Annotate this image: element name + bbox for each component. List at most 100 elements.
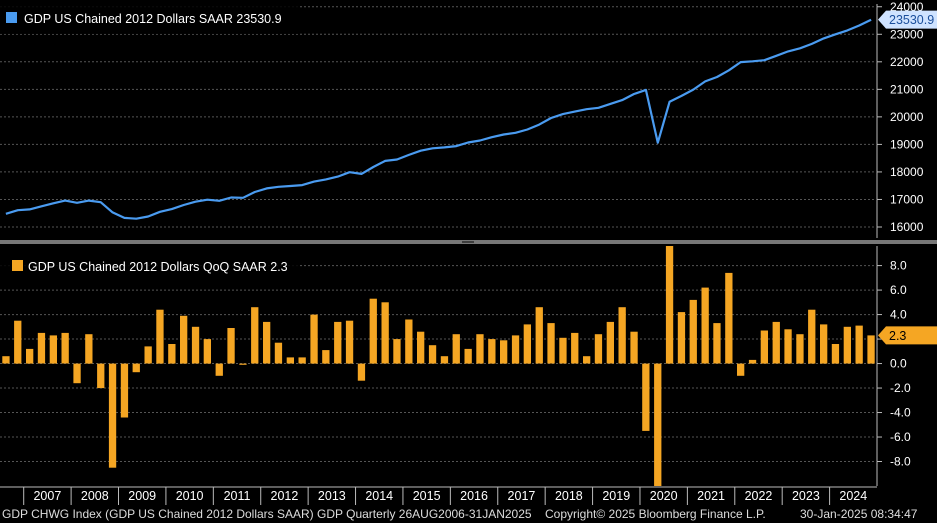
gdp-growth-bar [369, 298, 377, 364]
footer: GDP CHWG Index (GDP US Chained 2012 Doll… [0, 505, 937, 523]
x-year-label: 2011 [224, 489, 251, 503]
gdp-growth-bar [73, 363, 81, 384]
gdp-growth-bar [2, 356, 10, 364]
x-year-label: 2014 [365, 489, 393, 503]
footer-timestamp: 30-Jan-2025 08:34:47 [800, 507, 918, 521]
x-year-label: 2024 [839, 489, 867, 503]
gdp-growth-bar [14, 320, 22, 364]
gdp-growth-bar [405, 319, 413, 364]
bottom-last-value-badge [878, 326, 937, 345]
panel-divider[interactable] [0, 240, 937, 244]
gdp-growth-bar [571, 332, 579, 364]
top-last-value-label: 23530.9 [889, 13, 934, 27]
gdp-growth-bar [263, 321, 271, 364]
gdp-growth-bar [274, 342, 283, 364]
gdp-growth-bar [310, 314, 318, 364]
gdp-growth-bar [417, 331, 425, 364]
gdp-growth-bar [49, 335, 57, 364]
x-year-label: 2023 [792, 489, 820, 503]
gdp-growth-bar [345, 320, 354, 364]
gdp-growth-bar [867, 335, 875, 364]
gdp-growth-bar [215, 363, 223, 376]
gdp-growth-bar [239, 363, 247, 365]
bottom-y-tick-label: 6.0 [890, 283, 907, 297]
gdp-growth-bar [760, 330, 768, 364]
top-y-tick-label: 24000 [890, 0, 924, 14]
gdp-growth-bar [748, 359, 757, 364]
gdp-growth-bar [298, 357, 306, 364]
top-last-value-badge [878, 10, 937, 29]
gdp-growth-bar [701, 287, 709, 364]
bottom-y-tick-label: 0.0 [890, 357, 907, 371]
gdp-growth-bar [654, 363, 662, 486]
x-year-label: 2017 [508, 489, 536, 503]
gdp-growth-bar [334, 321, 342, 364]
gdp-growth-bar [440, 356, 449, 364]
top-y-tick-label: 17000 [890, 192, 924, 206]
gdp-growth-bar [594, 334, 603, 364]
top-legend-swatch [6, 12, 17, 23]
x-year-label: 2009 [128, 489, 156, 503]
gdp-growth-bar [97, 363, 105, 389]
gdp-growth-bar [322, 350, 330, 364]
top-legend-label: GDP US Chained 2012 Dollars SAAR 23530.9 [24, 12, 282, 26]
top-y-tick-label: 21000 [890, 82, 924, 96]
gdp-growth-bar [393, 339, 401, 364]
gdp-growth-bar [120, 363, 129, 418]
bottom-legend-label: GDP US Chained 2012 Dollars QoQ SAAR 2.3 [28, 260, 288, 274]
gdp-level-panel: 16000 17000 18000 19000 20000 21000 22000 23000… [0, 0, 937, 238]
gdp-growth-bar [559, 337, 567, 364]
gdp-growth-bar [630, 331, 638, 364]
gdp-growth-bar [689, 299, 697, 364]
gdp-growth-bar [511, 335, 520, 364]
gdp-growth-bar [606, 321, 614, 364]
gdp-growth-bar [784, 329, 792, 364]
gdp-growth-bar [843, 326, 851, 364]
top-y-tick-label: 22000 [890, 55, 924, 69]
gdp-growth-bar [677, 312, 686, 364]
gdp-growth-bar [725, 272, 733, 364]
gdp-growth-bar [808, 309, 816, 364]
bottom-y-tick-label: -6.0 [890, 430, 911, 444]
bottom-y-tick-label: -2.0 [890, 381, 911, 395]
gdp-growth-bar [85, 334, 93, 364]
top-y-tick-label: 20000 [890, 110, 924, 124]
gdp-growth-bar [227, 328, 235, 364]
gdp-growth-bar [156, 309, 164, 364]
x-year-label: 2021 [697, 489, 725, 503]
gdp-growth-bar [168, 344, 176, 364]
top-legend-box [0, 4, 300, 34]
x-year-label: 2012 [271, 489, 299, 503]
gdp-growth-bar [831, 344, 840, 364]
x-year-label: 2008 [81, 489, 109, 503]
gdp-growth-bar [132, 363, 140, 373]
gdp-chart: 16000 17000 18000 19000 20000 21000 22000 23000… [0, 0, 937, 505]
gdp-growth-bar [381, 302, 389, 364]
gdp-growth-bar [500, 340, 508, 364]
x-year-label: 2022 [745, 489, 773, 503]
gdp-growth-bar [251, 307, 259, 364]
footer-copyright: Copyright© 2025 Bloomberg Finance L.P. [545, 507, 766, 521]
gdp-growth-bar [796, 334, 804, 364]
gdp-growth-bar [452, 334, 460, 364]
top-y-tick-label: 23000 [890, 27, 924, 41]
x-year-label: 2016 [460, 489, 488, 503]
gdp-growth-bar [144, 346, 152, 364]
footer-security-info: GDP CHWG Index (GDP US Chained 2012 Doll… [2, 507, 532, 521]
bottom-last-value-label: 2.3 [889, 329, 906, 343]
x-year-label: 2020 [650, 489, 678, 503]
x-year-label: 2015 [413, 489, 441, 503]
gdp-growth-bar [286, 357, 294, 364]
gdp-growth-bar [618, 307, 626, 364]
gdp-growth-bar [61, 332, 69, 364]
gdp-growth-bar [737, 363, 745, 376]
x-year-label: 2019 [602, 489, 630, 503]
gdp-growth-bar [191, 326, 200, 364]
gdp-growth-bar [476, 334, 484, 364]
gdp-growth-bar [180, 315, 188, 364]
gdp-growth-bar [203, 339, 211, 364]
gdp-growth-bar [855, 325, 863, 364]
gdp-growth-bar [357, 363, 366, 381]
gdp-growth-bar [488, 339, 496, 364]
